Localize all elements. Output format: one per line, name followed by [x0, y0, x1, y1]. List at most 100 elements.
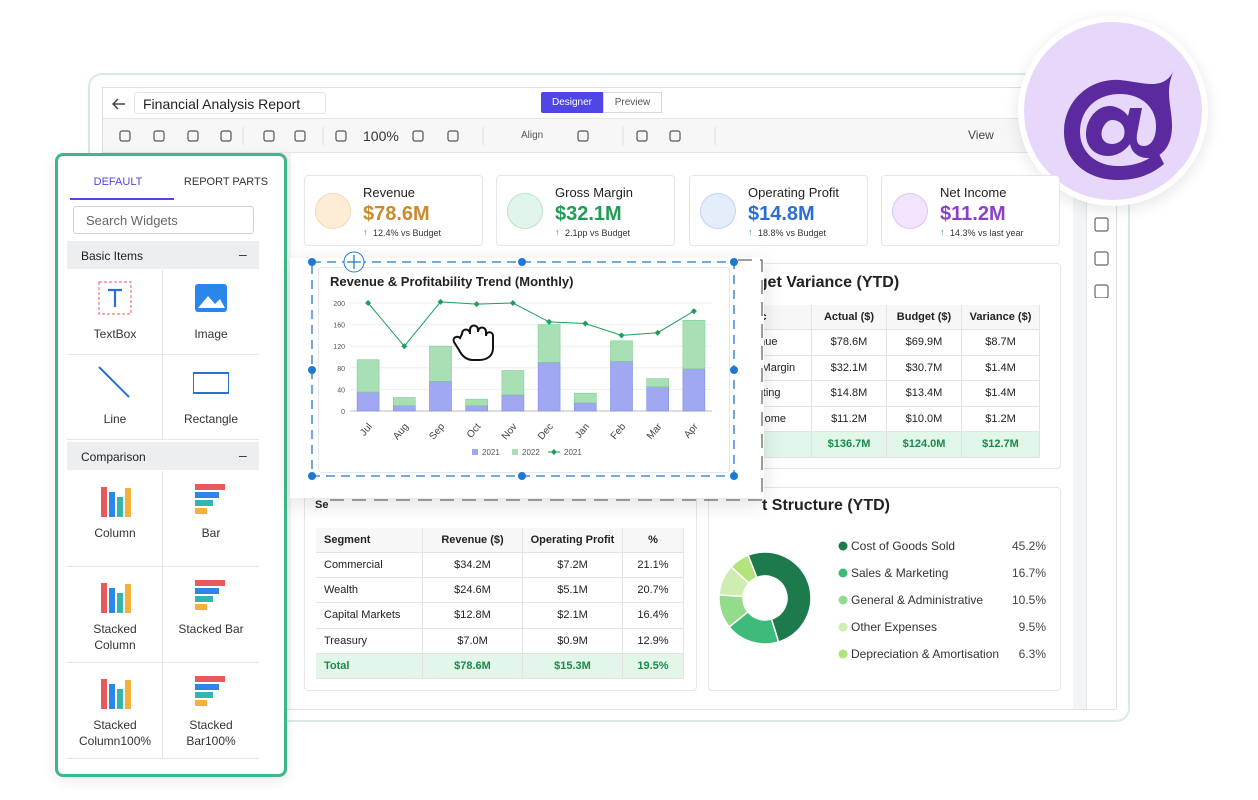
tool-icon [335, 130, 347, 142]
legend-value: 16.7% [1012, 566, 1046, 580]
resize-handle[interactable] [730, 472, 738, 480]
table-cell: Capital Markets [316, 603, 423, 629]
widget-icon [195, 580, 225, 610]
i [108, 288, 122, 307]
table-cell: $10.0M [887, 406, 962, 432]
i [109, 492, 115, 517]
widget-panel: DEFAULT REPORT PARTS Search Widgets Basic I… [55, 153, 287, 777]
widget-item[interactable]: TextBox [67, 270, 163, 355]
table-cell: $8.7M [962, 330, 1040, 356]
i [195, 508, 207, 514]
kpi-arrow: ↑ [940, 227, 945, 237]
line-marker [473, 301, 480, 308]
drop-outline [330, 259, 763, 501]
resize-handle[interactable] [518, 472, 526, 480]
y-tick-label: 120 [333, 344, 345, 351]
i [195, 500, 213, 506]
mode-designer[interactable]: Designer [541, 92, 603, 113]
table-header: Revenue ($) [423, 528, 523, 553]
line-marker [582, 320, 589, 327]
resize-handle[interactable] [308, 366, 316, 374]
toolbar-icons [119, 127, 716, 145]
table-cell: $32.1M [812, 355, 887, 381]
tab-parts[interactable]: REPORT PARTS [183, 176, 269, 188]
search[interactable]: Search Widgets [73, 206, 254, 234]
widget-item[interactable]: Column [67, 471, 163, 567]
kpi-delta: 18.8% vs Budget [758, 228, 827, 238]
grab-cursor [452, 324, 494, 361]
y-tick-label: 40 [337, 387, 345, 394]
i [195, 484, 225, 490]
resize-handle[interactable] [730, 258, 738, 266]
i [125, 680, 131, 709]
table-cell: $12.7M [962, 432, 1040, 458]
i [125, 488, 131, 517]
widget-item[interactable]: Stacked Column100% [67, 663, 163, 759]
i [101, 679, 107, 709]
bar-segment [682, 319, 706, 370]
resize-handle[interactable] [308, 258, 316, 266]
line-marker [654, 329, 661, 336]
tool-icon [636, 130, 648, 142]
widget-icon [195, 676, 225, 706]
kpi-value: $14.8M [748, 203, 815, 225]
table-cell: $1.4M [962, 381, 1040, 407]
widget-item[interactable]: Bar [163, 471, 259, 567]
i [125, 584, 131, 613]
table-cell: $14.8M [812, 381, 887, 407]
resize-handle[interactable] [518, 258, 526, 266]
logo-icon [1064, 70, 1174, 180]
widget-item[interactable]: Stacked Bar [163, 567, 259, 663]
i [195, 692, 213, 698]
widget-label: Stacked Bar [178, 622, 244, 636]
right-rail [1086, 153, 1116, 709]
bar-segment [610, 340, 633, 362]
bar-segment [573, 392, 597, 404]
table-cell: 21.1% [623, 553, 684, 579]
resize-handle[interactable] [308, 472, 316, 480]
kpi-value: $78.6M [363, 203, 430, 225]
legend-marker [512, 449, 518, 455]
move-icon [347, 255, 361, 269]
widget-item[interactable]: Stacked Column [67, 567, 163, 663]
i [117, 689, 123, 709]
cost-title: t Structure (YTD) [762, 497, 890, 514]
mode-preview[interactable]: Preview [603, 92, 662, 113]
toolbar [103, 119, 1116, 153]
tool-icon [577, 130, 589, 142]
widget-label: TextBox [93, 327, 137, 341]
widget-icon [98, 281, 132, 315]
kpi-delta: 12.4% vs Budget [373, 228, 442, 238]
tool-icon [294, 130, 306, 142]
bar-segment [501, 370, 525, 396]
tab-default[interactable]: DEFAULT [93, 176, 143, 188]
widget-item[interactable]: Stacked Bar100% [163, 663, 259, 759]
blazor-logo [1018, 16, 1208, 206]
resize-handle[interactable] [730, 366, 738, 374]
legend-marker [838, 649, 848, 659]
rail-icons [1094, 217, 1109, 298]
legend-label: 2021 [482, 448, 500, 457]
widget-item[interactable]: Line [67, 355, 163, 440]
legend-label: Sales & Marketing [851, 566, 948, 580]
section-header: Comparison [67, 442, 259, 470]
i [198, 296, 225, 308]
legend-label: Other Expenses [851, 620, 937, 634]
widget-icon [101, 583, 131, 613]
line-marker [618, 332, 625, 339]
kpi-card: Revenue $78.6M ↑ 12.4% vs Budget [304, 175, 483, 246]
widget-icon [193, 372, 229, 394]
legend-value: 6.3% [1019, 647, 1047, 661]
widget-item[interactable]: Rectangle [163, 355, 259, 440]
widget-label: Bar [201, 526, 221, 540]
table-cell: $5.1M [523, 578, 623, 604]
table-header: % [623, 528, 684, 553]
rail-icon [1094, 217, 1109, 232]
widget-item[interactable]: Image [163, 270, 259, 355]
collapse: – [239, 246, 247, 262]
widget-label: Stacked Column [93, 622, 137, 652]
widget-label: Stacked Column100% [79, 718, 152, 748]
rail-icon [1094, 251, 1109, 266]
tab-underline [70, 198, 174, 200]
legend-marker [838, 595, 848, 605]
